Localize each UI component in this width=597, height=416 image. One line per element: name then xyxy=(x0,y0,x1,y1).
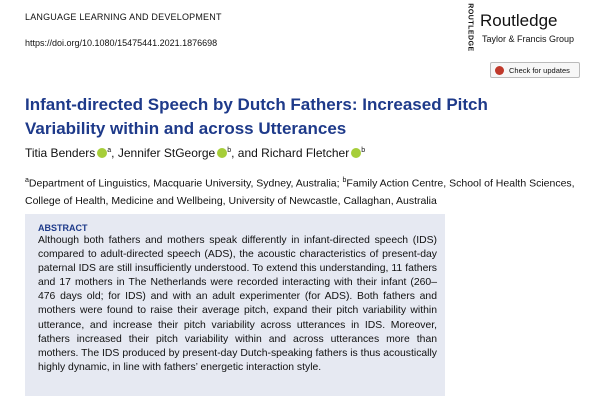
author: Jennifer StGeorge xyxy=(117,146,216,160)
authors: Titia Benders a, Jennifer StGeorge b, and … xyxy=(25,146,365,160)
affil-mark: b xyxy=(227,147,232,154)
publisher-logo: ROUTLEDGE xyxy=(456,3,474,51)
check-icon xyxy=(495,66,504,75)
author: Richard Fletcher xyxy=(261,146,350,160)
orcid-icon xyxy=(97,148,108,158)
orcid-icon xyxy=(351,148,362,158)
affil-mark: b xyxy=(342,177,347,184)
publisher-name: Routledge xyxy=(480,11,558,30)
check-updates: Check for updates xyxy=(490,62,580,78)
affil-mark: b xyxy=(361,147,366,154)
affil-mark: a xyxy=(25,177,29,184)
publisher-group: Taylor & Francis Group xyxy=(482,34,575,44)
doi: https://doi.org/10.1080/15475441.2021.18… xyxy=(25,38,218,48)
abstract-heading: ABSTRACT xyxy=(38,223,88,233)
logo-text: ROUTLEDGE xyxy=(466,3,474,52)
separator: , xyxy=(111,146,118,160)
separator: , and xyxy=(231,146,262,160)
affiliations: aDepartment of Linguistics, Macquarie Un… xyxy=(25,172,580,210)
journal-name: LANGUAGE LEARNING AND DEVELOPMENT xyxy=(25,12,222,22)
affiliation: Family Action Centre, School of Health S… xyxy=(25,177,575,207)
check-label: Check for updates xyxy=(509,66,570,75)
abstract-text: Although both fathers and mothers speak … xyxy=(38,235,437,373)
abstract-box: ABSTRACT Although both fathers and mothe… xyxy=(25,214,445,396)
affiliation: Department of Linguistics, Macquarie Uni… xyxy=(28,177,340,190)
orcid-icon xyxy=(217,148,228,158)
affil-mark: a xyxy=(107,147,112,154)
author: Titia Benders xyxy=(25,146,96,160)
paper-title: Infant-directed Speech by Dutch Fathers:… xyxy=(25,95,488,138)
